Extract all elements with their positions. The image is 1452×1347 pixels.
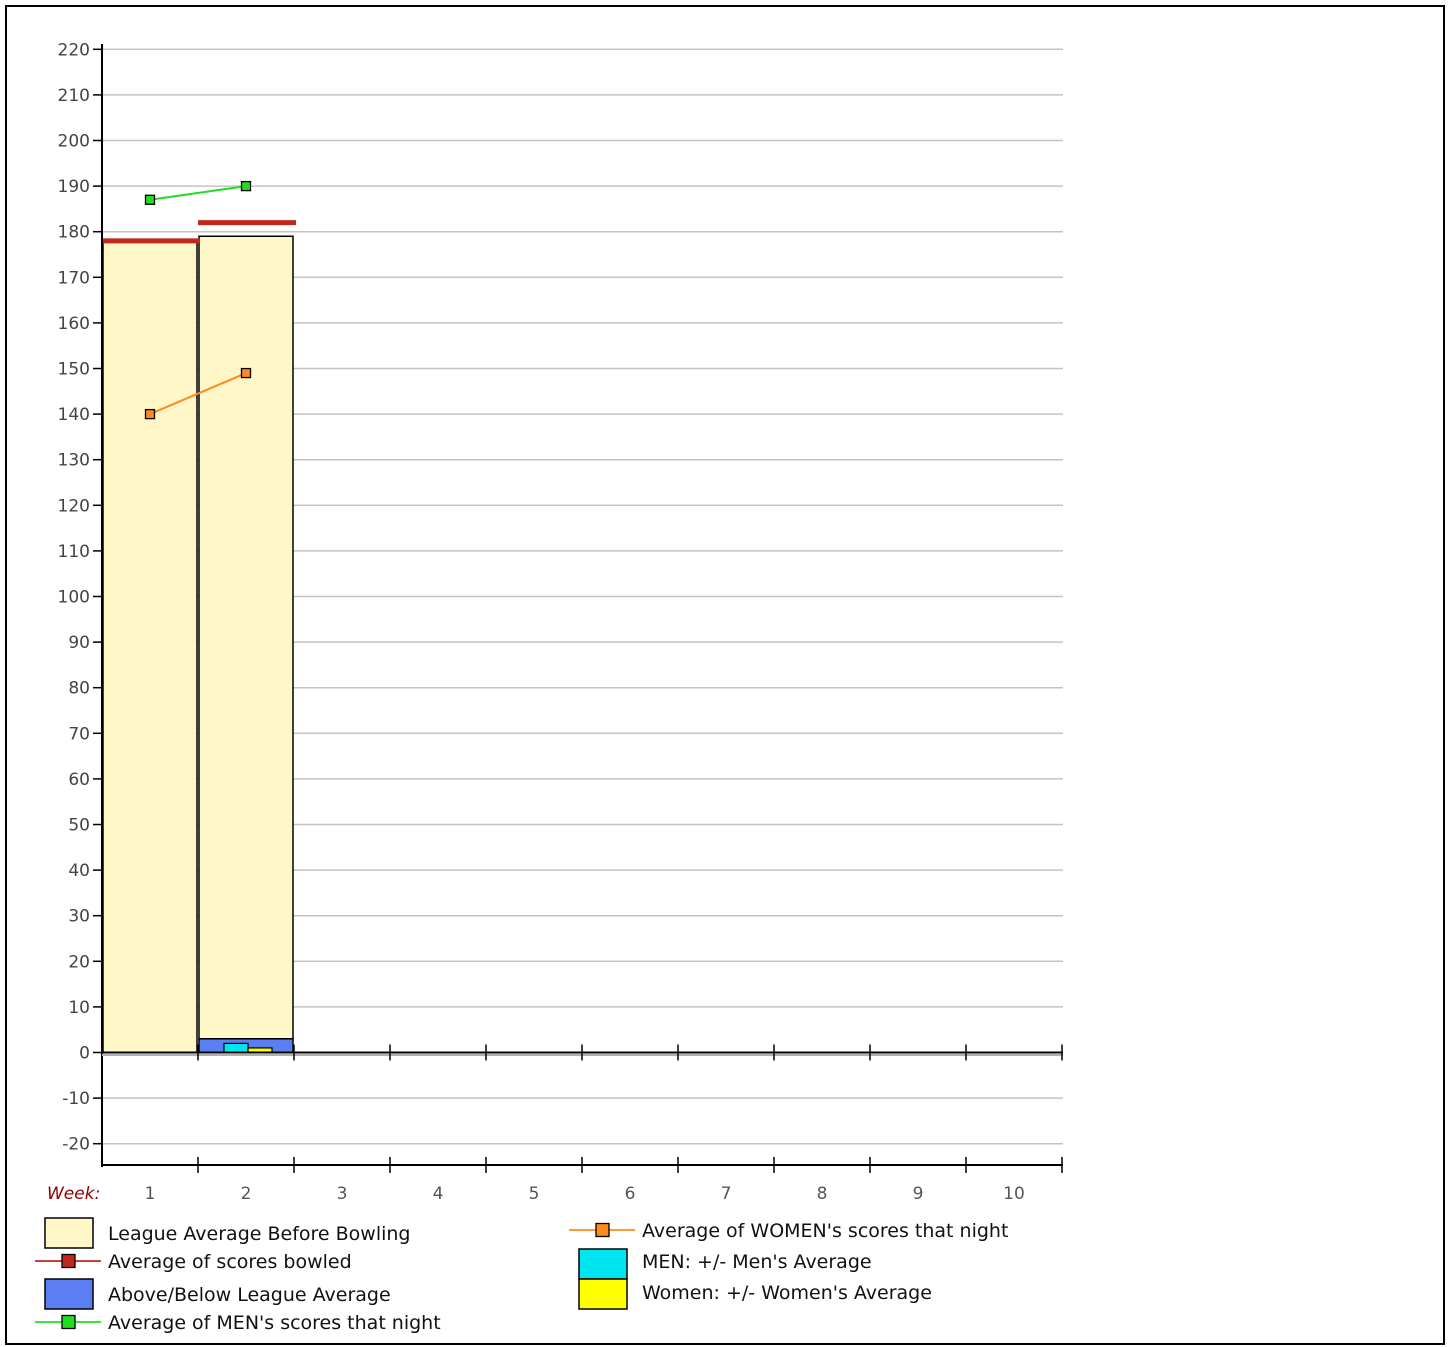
legend: League Average Before Bowling Average of …	[35, 1217, 1008, 1334]
legend-label: Women: +/- Women's Average	[642, 1282, 932, 1304]
y-tick-label: 100	[58, 588, 90, 608]
y-tick-label: 150	[58, 360, 90, 380]
league-average-bar	[102, 240, 198, 1054]
chart-frame: 220 210 200 190 180 170 160 150 140 130 120 110 100 9…	[5, 5, 1445, 1345]
women-avg-point	[240, 367, 252, 379]
y-tick-label: 40	[68, 861, 90, 881]
legend-label: Average of MEN's scores that night	[108, 1312, 441, 1334]
y-tick-label: 80	[68, 679, 90, 699]
men-avg-line	[149, 185, 247, 201]
y-tick-label: 0	[79, 1044, 90, 1064]
x-tick-label: 2	[241, 1184, 252, 1204]
legend-label: Average of scores bowled	[108, 1251, 352, 1273]
bowling-chart: 2202102001901801701601501401301201101009…	[35, 40, 1063, 1334]
y-axis-ticks: 2202102001901801701601501401301201101009…	[58, 40, 102, 1155]
women-avg-point	[144, 408, 156, 420]
x-tick-label: 4	[433, 1184, 444, 1204]
y-tick-label: 70	[68, 724, 90, 744]
x-tick-label: 1	[145, 1184, 156, 1204]
legend-label: Average of WOMEN's scores that night	[642, 1220, 1008, 1242]
x-tick-label: 3	[337, 1184, 348, 1204]
x-tick-label: 9	[913, 1184, 924, 1204]
y-tick-label: 180	[58, 223, 90, 243]
x-tick-label: 7	[721, 1184, 732, 1204]
y-tick-label: 160	[58, 314, 90, 334]
y-tick-label: 110	[58, 542, 90, 562]
x-tick-label: 10	[1003, 1184, 1025, 1204]
legend-swatch-marker	[61, 1314, 76, 1330]
y-tick-label: 130	[58, 451, 90, 471]
y-tick-label: 50	[68, 816, 90, 836]
y-tick-label: -10	[62, 1089, 90, 1109]
y-tick-label: 210	[58, 86, 90, 106]
y-tick-label: 220	[58, 40, 90, 60]
y-tick-label: 170	[58, 268, 90, 288]
x-tick-label: 8	[817, 1184, 828, 1204]
y-tick-label: 30	[68, 907, 90, 927]
legend-swatch-marker	[61, 1253, 76, 1269]
y-tick-label: 190	[58, 177, 90, 197]
x-tick-label: 6	[625, 1184, 636, 1204]
y-tick-label: 200	[58, 132, 90, 152]
y-tick-label: 10	[68, 998, 90, 1018]
y-tick-label: -20	[62, 1135, 90, 1155]
y-tick-label: 120	[58, 496, 90, 516]
men-plus-minus-bar	[223, 1042, 249, 1054]
men-avg-point	[144, 194, 156, 205]
legend-label: League Average Before Bowling	[108, 1223, 411, 1245]
legend-swatch	[44, 1278, 94, 1310]
y-tick-label: 20	[68, 952, 90, 972]
x-axis-label: Week:	[47, 1184, 100, 1204]
x-tick-label: 5	[529, 1184, 540, 1204]
league-average-bar	[198, 235, 294, 1040]
legend-swatch	[44, 1217, 94, 1249]
women-avg-line	[149, 372, 247, 416]
y-tick-label: 90	[68, 633, 90, 653]
legend-swatch-marker	[595, 1222, 610, 1238]
bars	[102, 220, 296, 1054]
legend-label: Above/Below League Average	[108, 1284, 391, 1306]
legend-swatch	[578, 1278, 628, 1310]
legend-swatch	[578, 1248, 628, 1280]
legend-label: MEN: +/- Men's Average	[642, 1251, 872, 1273]
y-tick-label: 60	[68, 770, 90, 790]
men-avg-point	[240, 180, 252, 192]
x-axis-ticks: 1 2 3 4 5 6 7 8 9 10	[145, 1044, 1063, 1204]
y-tick-label: 140	[58, 405, 90, 425]
series-lines	[144, 180, 252, 420]
